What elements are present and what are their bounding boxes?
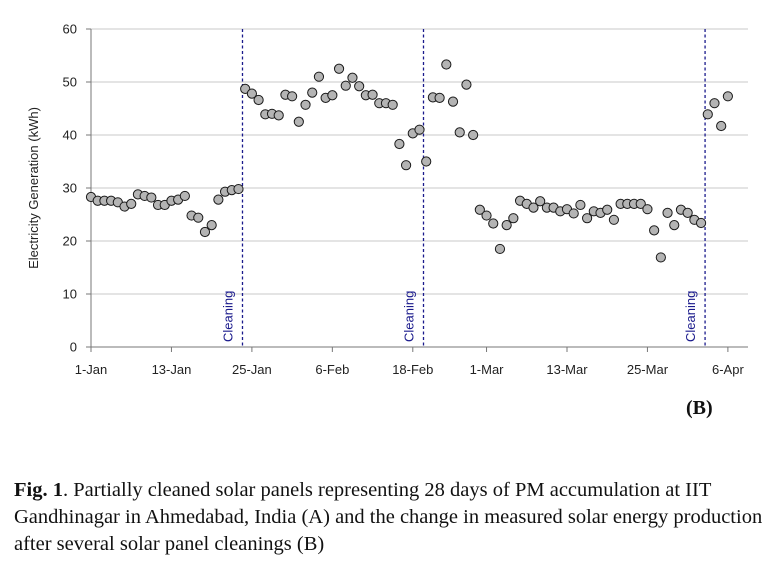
x-tick-label-4: 18-Feb <box>392 362 433 377</box>
data-point-60 <box>488 218 499 229</box>
data-point-34 <box>313 71 325 82</box>
data-point-77 <box>602 204 613 215</box>
data-point-57 <box>468 129 479 141</box>
cleaning-label-2: Cleaning <box>683 291 698 342</box>
data-point-50 <box>421 156 432 167</box>
data-point-47 <box>400 160 412 171</box>
data-point-16 <box>193 212 204 223</box>
electricity-generation-chart: 0 10 20 30 40 50 60 1-Jan 13-Jan 25-Jan 6-Feb 18-Fe… <box>26 22 748 377</box>
cleaning-label-0: Cleaning <box>220 291 235 342</box>
data-point-87 <box>669 220 680 231</box>
data-point-49 <box>414 124 425 135</box>
data-point-72 <box>568 208 579 219</box>
grid-lines <box>91 28 748 295</box>
y-tick-label-40: 40 <box>63 128 77 143</box>
data-point-42 <box>367 89 378 100</box>
y-axis-label: Electricity Generation (kWh) <box>26 107 41 269</box>
data-point-28 <box>273 110 284 121</box>
x-tick-label-3: 6-Feb <box>315 362 349 377</box>
cleaning-label-1: Cleaning <box>402 291 417 342</box>
caption-text: . Partially cleaned solar panels represe… <box>14 479 763 555</box>
data-point-31 <box>293 116 304 127</box>
data-point-56 <box>461 79 472 90</box>
data-point-52 <box>434 92 445 104</box>
data-point-93 <box>709 98 720 109</box>
y-tick-label-30: 30 <box>63 181 77 196</box>
data-point-19 <box>213 194 224 205</box>
data-point-92 <box>702 109 713 120</box>
data-point-89 <box>682 207 693 219</box>
data-points <box>85 59 733 263</box>
data-point-18 <box>206 220 217 231</box>
x-tick-label-1: 13-Jan <box>152 362 192 377</box>
data-point-74 <box>582 213 593 224</box>
data-point-14 <box>179 190 190 202</box>
data-point-67 <box>535 196 546 207</box>
data-point-95 <box>722 91 733 102</box>
data-point-25 <box>253 94 264 106</box>
data-point-86 <box>662 207 673 219</box>
data-point-62 <box>501 220 512 231</box>
data-point-24 <box>246 88 257 99</box>
cleaning-events: Cleaning Cleaning Cleaning <box>220 29 706 347</box>
data-point-32 <box>300 99 311 110</box>
data-point-38 <box>340 80 351 91</box>
data-point-17 <box>199 226 211 238</box>
data-point-40 <box>354 81 365 92</box>
y-tick-label-50: 50 <box>63 75 77 90</box>
data-point-78 <box>608 214 620 225</box>
y-tick-label-0: 0 <box>70 340 77 355</box>
caption-figure-label: Fig. 1 <box>14 479 63 501</box>
figure-caption: Fig. 1. Partially cleaned solar panels r… <box>14 477 779 558</box>
y-tick-label-10: 10 <box>63 287 77 302</box>
data-point-73 <box>575 199 586 211</box>
x-tick-label-5: 1-Mar <box>470 362 505 377</box>
data-point-91 <box>695 217 707 229</box>
data-point-9 <box>146 192 157 203</box>
x-tick-label-2: 25-Jan <box>232 362 272 377</box>
data-point-82 <box>635 198 646 209</box>
data-point-46 <box>394 138 405 150</box>
data-point-33 <box>307 87 318 98</box>
data-point-94 <box>716 120 727 132</box>
data-point-45 <box>387 99 398 110</box>
data-point-22 <box>233 183 244 195</box>
data-point-36 <box>327 90 338 101</box>
data-point-85 <box>655 252 666 263</box>
data-point-37 <box>333 63 345 74</box>
panel-label: (B) <box>686 397 713 419</box>
data-point-39 <box>347 72 358 83</box>
data-point-30 <box>287 91 298 102</box>
data-point-58 <box>474 204 485 215</box>
data-point-63 <box>508 213 519 224</box>
data-point-53 <box>441 59 452 70</box>
data-point-54 <box>447 96 459 107</box>
y-tick-label-20: 20 <box>63 234 77 249</box>
data-point-55 <box>454 127 465 138</box>
axes: 0 10 20 30 40 50 60 1-Jan 13-Jan 25-Jan 6-Feb 18-Fe… <box>63 22 748 377</box>
x-tick-label-8: 6-Apr <box>712 362 744 377</box>
data-point-6 <box>126 198 137 209</box>
y-tick-label-60: 60 <box>63 22 77 37</box>
x-tick-label-7: 25-Mar <box>627 362 669 377</box>
data-point-84 <box>649 225 660 236</box>
data-point-66 <box>528 202 539 213</box>
data-point-83 <box>642 204 653 215</box>
x-tick-label-6: 13-Mar <box>546 362 588 377</box>
data-point-61 <box>494 243 506 255</box>
data-point-59 <box>481 210 492 221</box>
x-tick-label-0: 1-Jan <box>75 362 108 377</box>
